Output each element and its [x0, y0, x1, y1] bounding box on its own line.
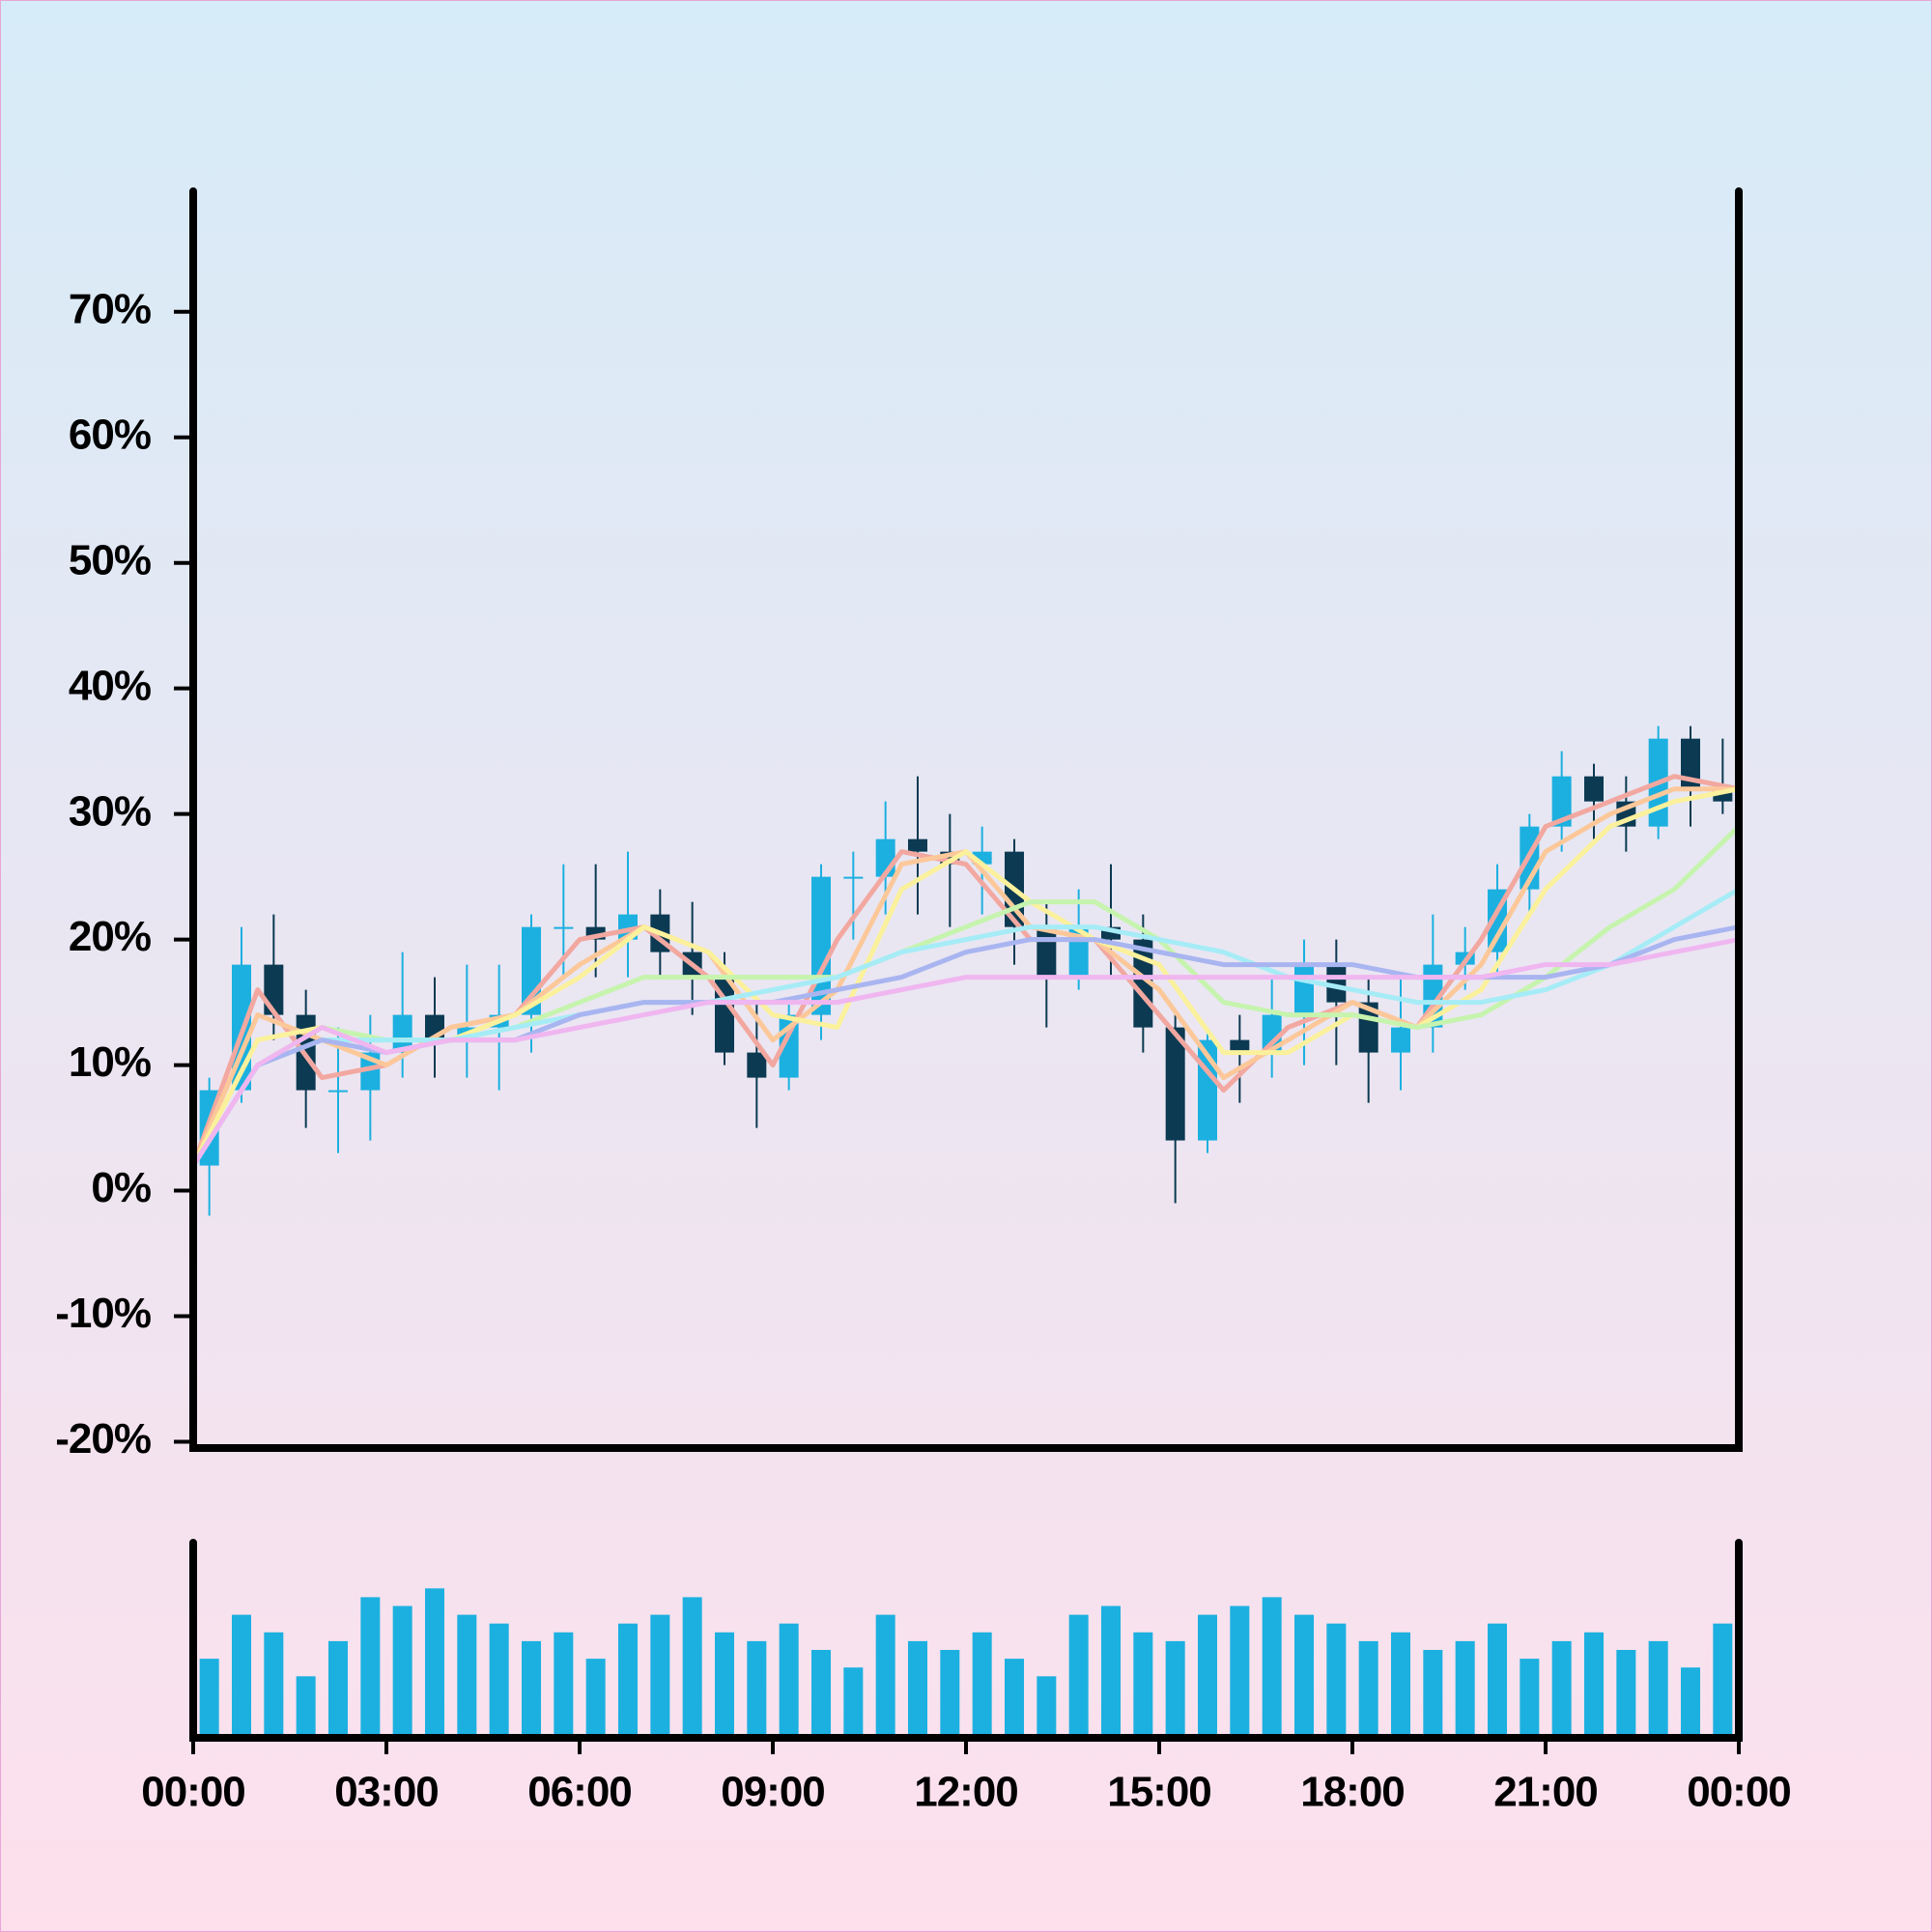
- volume-bar: [585, 1659, 606, 1738]
- volume-bar: [425, 1588, 444, 1738]
- volume-bar: [650, 1614, 670, 1738]
- volume-bar: [457, 1614, 477, 1738]
- volume-bar: [1455, 1640, 1475, 1738]
- candle-body: [747, 1052, 767, 1078]
- volume-bar: [1262, 1597, 1282, 1738]
- volume-bar: [1520, 1659, 1540, 1738]
- volume-bar: [264, 1632, 284, 1738]
- volume-bar: [1584, 1632, 1604, 1738]
- volume-bar: [328, 1640, 348, 1738]
- volume-bar: [1358, 1640, 1378, 1738]
- volume-bar: [1326, 1623, 1347, 1738]
- x-tick-label: 12:00: [914, 1769, 1018, 1816]
- volume-bar: [811, 1650, 831, 1738]
- volume-bar: [940, 1650, 960, 1738]
- candle-body: [1294, 964, 1314, 1015]
- y-tick-label: 50%: [69, 536, 151, 583]
- x-tick-label: 09:00: [721, 1769, 825, 1816]
- y-tick-label: 10%: [69, 1038, 151, 1086]
- y-tick-label: 30%: [69, 787, 151, 835]
- volume-bar: [1681, 1667, 1700, 1738]
- candle-body: [843, 876, 864, 879]
- volume-bar: [392, 1605, 412, 1738]
- volume-bar: [972, 1632, 992, 1738]
- candle-body: [1551, 776, 1572, 827]
- volume-bar: [1068, 1614, 1089, 1738]
- volume-bar: [1294, 1614, 1314, 1738]
- volume-bar: [1551, 1640, 1572, 1738]
- volume-bar: [618, 1623, 638, 1738]
- volume-bar: [779, 1623, 799, 1738]
- moving-average-line: [190, 937, 1742, 1169]
- y-tick-label: 20%: [69, 913, 151, 960]
- volume-bar: [1391, 1632, 1410, 1738]
- volume-bar: [360, 1597, 381, 1738]
- x-tick-label: 21:00: [1493, 1769, 1598, 1816]
- candle-body: [264, 964, 284, 1015]
- candle-body: [554, 926, 574, 929]
- volume-bar: [1198, 1614, 1217, 1738]
- x-tick-label: 03:00: [334, 1769, 439, 1816]
- x-tick-label: 00:00: [141, 1769, 245, 1816]
- volume-bar: [1101, 1605, 1121, 1738]
- volume-bar: [489, 1623, 509, 1738]
- x-tick-label: 18:00: [1300, 1769, 1405, 1816]
- y-tick-label: 70%: [69, 285, 151, 332]
- volume-bar: [843, 1667, 864, 1738]
- y-tick-label: 40%: [69, 662, 151, 709]
- candle-body: [1230, 1039, 1250, 1053]
- volume-bar: [1037, 1676, 1057, 1738]
- plot-area: [190, 725, 1742, 1738]
- volume-bar: [522, 1640, 541, 1738]
- candle-body: [392, 1014, 412, 1053]
- volume-bar: [199, 1659, 219, 1738]
- volume-bar: [747, 1640, 767, 1738]
- y-tick-label: 60%: [69, 411, 151, 458]
- volume-bar: [715, 1632, 734, 1738]
- price-frame: [189, 187, 1743, 1452]
- volume-bar: [1005, 1659, 1024, 1738]
- volume-bar: [232, 1614, 251, 1738]
- candle-body: [328, 1090, 348, 1093]
- volume-bar: [296, 1676, 316, 1738]
- y-tick-label: -10%: [55, 1290, 151, 1337]
- x-tick-label: 15:00: [1107, 1769, 1211, 1816]
- volume-bar: [1133, 1632, 1153, 1738]
- volume-bar: [1648, 1640, 1668, 1738]
- candle-body: [1165, 1027, 1185, 1141]
- volume-bar: [1713, 1623, 1733, 1738]
- volume-bar: [1616, 1650, 1636, 1738]
- x-tick-label: 00:00: [1687, 1769, 1791, 1816]
- candle-body: [1037, 926, 1057, 978]
- volume-bar: [875, 1614, 895, 1738]
- candle-body: [1326, 964, 1347, 1003]
- candle-body: [1262, 1014, 1282, 1053]
- volume-bar: [1165, 1640, 1185, 1738]
- y-tick-label: 0%: [91, 1164, 151, 1211]
- volume-bar: [908, 1640, 927, 1738]
- y-tick-label: -20%: [55, 1415, 151, 1463]
- volume-bar: [1230, 1605, 1250, 1738]
- candle-body: [1584, 776, 1604, 802]
- volume-bar: [682, 1597, 702, 1738]
- x-tick-label: 06:00: [527, 1769, 632, 1816]
- volume-bar: [1488, 1623, 1507, 1738]
- candle-body: [1391, 1027, 1410, 1053]
- candle-body: [908, 838, 927, 852]
- volume-bar: [1423, 1650, 1443, 1738]
- volume-bar: [554, 1632, 574, 1738]
